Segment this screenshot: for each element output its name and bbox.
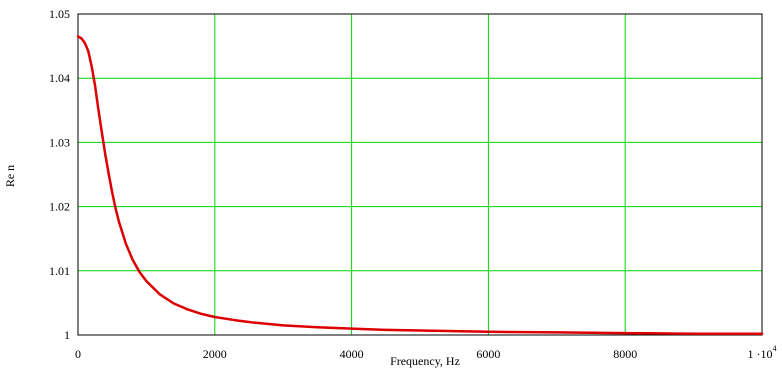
y-tick-label: 1	[64, 328, 70, 342]
data-point	[760, 332, 764, 335]
data-point	[83, 41, 86, 44]
data-points	[76, 35, 764, 335]
data-point	[316, 326, 319, 329]
data-point	[94, 84, 97, 88]
data-point	[692, 332, 695, 335]
data-point	[384, 328, 387, 331]
y-tick-label: 1.02	[49, 200, 70, 214]
x-tick-label: 2000	[203, 347, 227, 361]
x-tick-label: 8000	[613, 347, 637, 361]
data-point	[131, 258, 134, 261]
data-point	[200, 312, 203, 315]
x-tick-label: 0	[75, 347, 81, 361]
data-point	[114, 207, 117, 210]
y-tick-label: 1.03	[49, 135, 70, 149]
data-point	[90, 65, 93, 68]
data-point	[87, 50, 90, 53]
data-point	[453, 330, 456, 333]
data-point	[254, 321, 257, 324]
data-point	[186, 308, 189, 311]
data-point	[100, 131, 104, 134]
plot-frame	[77, 13, 763, 336]
x-tick-label: 6000	[476, 347, 500, 361]
data-point	[111, 191, 114, 194]
data-point	[172, 302, 175, 305]
series-line	[76, 35, 764, 335]
data-point	[158, 293, 162, 296]
y-tick-label: 1.04	[49, 71, 70, 85]
data-point	[145, 279, 148, 283]
data-point	[124, 242, 127, 245]
x-tick-label: 4000	[340, 347, 364, 361]
data-point	[234, 319, 237, 322]
x-tick-label: 1 ·104	[748, 344, 777, 361]
y-tick-labels: 1 1.01 1.02 1.03 1.04 1.05	[49, 7, 70, 342]
data-point	[104, 154, 107, 157]
data-point	[117, 220, 121, 224]
data-point	[487, 330, 490, 333]
grid-lines	[78, 14, 762, 335]
y-axis-label: Re n	[3, 165, 17, 187]
x-axis-label: Frequency, Hz	[390, 354, 460, 368]
data-point	[107, 173, 110, 176]
data-point	[418, 329, 422, 332]
y-tick-label: 1.01	[49, 264, 70, 278]
data-point	[97, 109, 100, 112]
data-point	[350, 327, 353, 330]
data-point	[80, 37, 83, 40]
data-point	[76, 35, 80, 38]
y-tick-label: 1.05	[49, 7, 70, 21]
x-tick-labels: 0 2000 4000 6000 8000 1 ·104	[75, 344, 777, 361]
data-point	[213, 315, 216, 319]
data-point	[138, 270, 141, 274]
data-point	[555, 331, 558, 334]
data-point	[624, 331, 627, 335]
data-point	[282, 324, 285, 327]
